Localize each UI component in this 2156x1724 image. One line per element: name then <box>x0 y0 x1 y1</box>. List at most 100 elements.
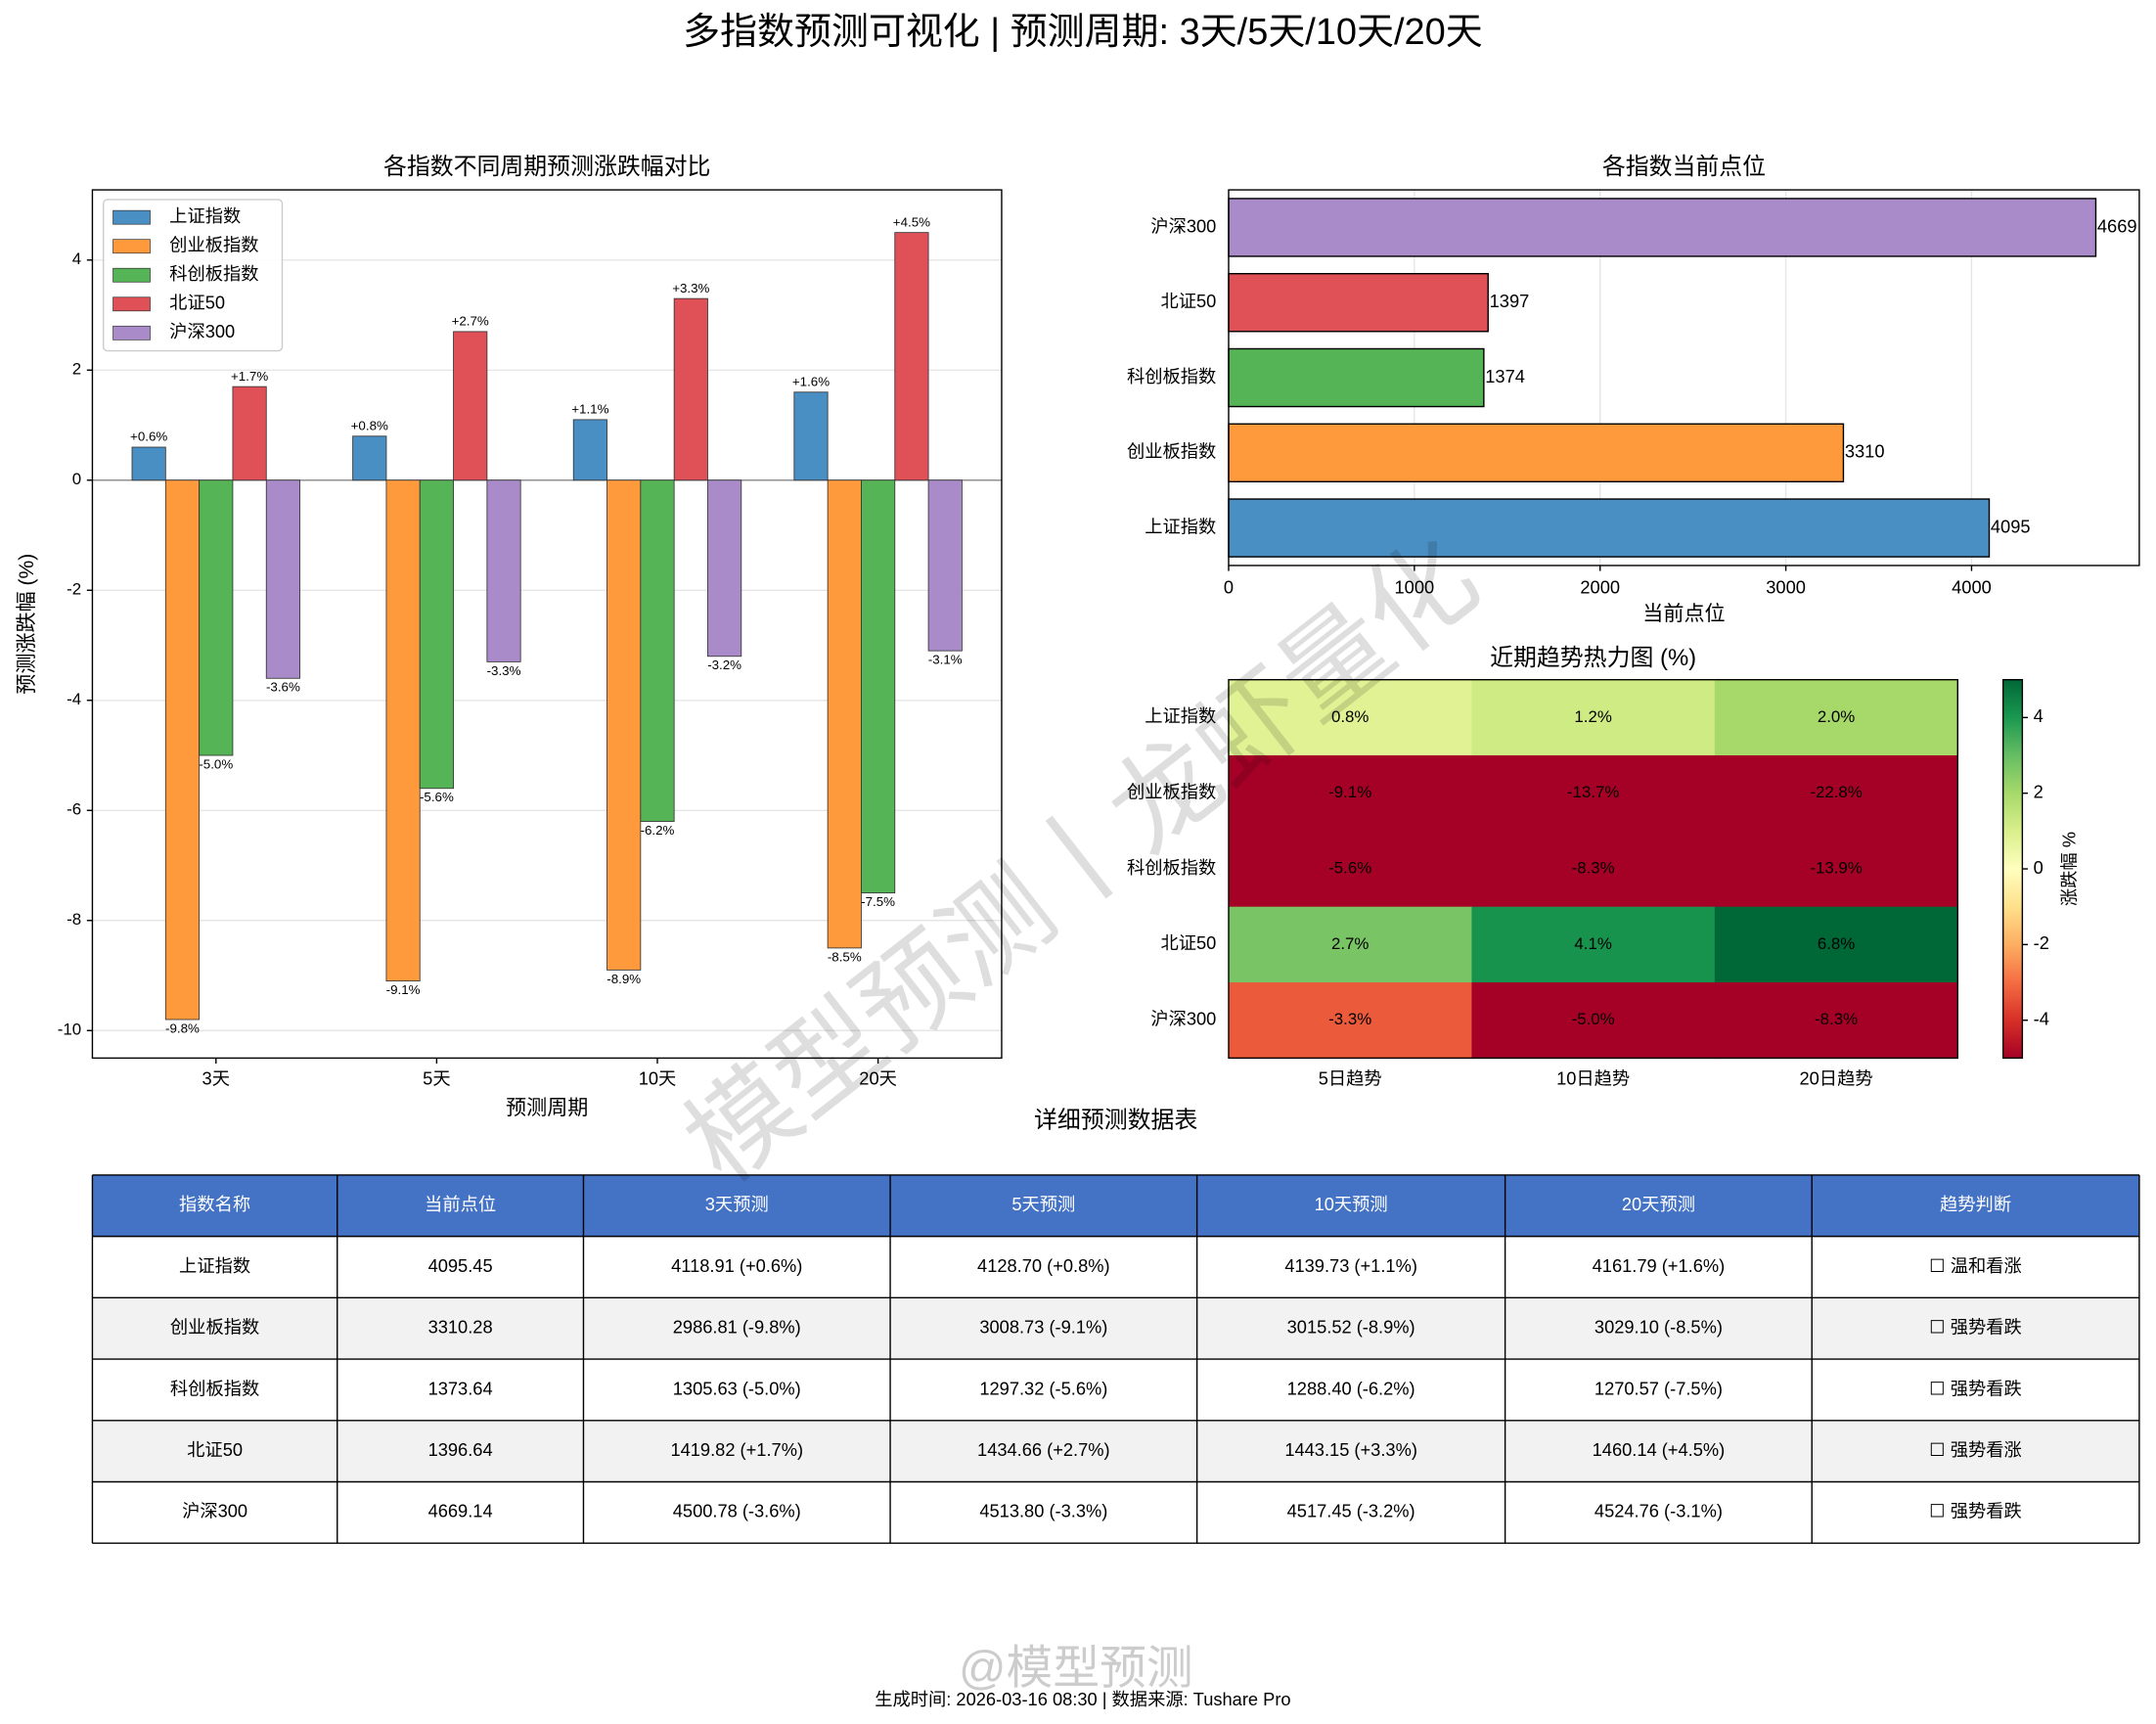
legend-label: 北证50 <box>169 293 225 313</box>
heat-cell <box>1228 982 1473 1060</box>
table-cell: 1270.57 (-7.5%) <box>1595 1378 1723 1398</box>
cell-label: 6.8% <box>1818 934 1855 953</box>
y-tick-label: -2 <box>67 580 81 599</box>
table-cell: 4118.91 (+0.6%) <box>671 1255 802 1276</box>
table-cell: 科创板指数 <box>170 1378 259 1398</box>
table-cell: 3015.52 (-8.9%) <box>1287 1317 1415 1338</box>
heat-cell <box>1714 831 1958 908</box>
data-label: -5.6% <box>420 790 454 804</box>
table-cell: ☐ 强势看涨 <box>1929 1439 2022 1460</box>
bar <box>927 479 963 652</box>
y-tick-label: 沪深300 <box>1150 215 1216 236</box>
legend-label: 创业板指数 <box>169 235 258 255</box>
table-row-bg <box>92 1359 2139 1421</box>
heat-cell <box>1228 906 1473 983</box>
bar <box>707 479 742 658</box>
data-label: 4669 <box>2097 215 2137 236</box>
axes-frame <box>91 189 1003 1060</box>
x-axis-label: 当前点位 <box>1642 602 1725 625</box>
heat-cell <box>1228 755 1473 833</box>
bar <box>793 391 829 481</box>
y-tick-label: -4 <box>67 690 81 708</box>
bar <box>640 479 675 822</box>
x-tick-label: 3000 <box>1766 577 1806 598</box>
cell-label: 1.2% <box>1574 707 1611 726</box>
data-label: -5.0% <box>199 756 233 771</box>
x-axis-label: 预测周期 <box>506 1096 588 1119</box>
table-cell: ☐ 强势看跌 <box>1929 1378 2022 1398</box>
y-tick-label: 北证50 <box>1160 291 1216 311</box>
bar <box>486 479 521 662</box>
data-label: 1374 <box>1485 366 1525 386</box>
legend-swatch <box>112 239 151 254</box>
y-tick-label: -10 <box>58 1021 81 1039</box>
y-tick-label: 科创板指数 <box>1127 857 1216 878</box>
table-cell: 1297.32 (-5.6%) <box>979 1378 1107 1398</box>
heat-cell <box>1471 679 1716 756</box>
data-label: +0.6% <box>130 430 167 444</box>
table-cell: 创业板指数 <box>170 1317 259 1338</box>
bar <box>352 435 387 481</box>
table-cell: 10天预测 <box>1315 1194 1388 1214</box>
x-tick-label: 20天 <box>859 1068 897 1089</box>
legend-label: 上证指数 <box>169 205 241 226</box>
x-tick-label: 4000 <box>1952 577 1992 598</box>
legend-swatch <box>112 325 151 340</box>
bar <box>827 479 862 949</box>
table-cell: 3310.28 <box>428 1317 493 1338</box>
data-label: 3310 <box>1845 441 1885 462</box>
table-cell: 1434.66 (+2.7%) <box>977 1439 1110 1460</box>
table-cell: 4500.78 (-3.6%) <box>673 1501 801 1521</box>
table-cell: 1373.64 <box>428 1378 493 1398</box>
table-cell: 当前点位 <box>425 1194 496 1214</box>
y-tick-label: 沪深300 <box>1150 1009 1216 1029</box>
heat-cell <box>1228 679 1473 756</box>
x-tick-label: 20日趋势 <box>1800 1068 1873 1089</box>
table-cell: ☐ 强势看跌 <box>1929 1317 2022 1338</box>
data-label: -6.2% <box>641 823 675 838</box>
table-cell: 1396.64 <box>428 1439 493 1460</box>
y-tick-label: 上证指数 <box>1145 516 1216 536</box>
cell-label: 2.0% <box>1818 707 1855 726</box>
table-cell: 1460.14 (+4.5%) <box>1593 1439 1726 1460</box>
heat-cell <box>1714 982 1958 1060</box>
table-cell: 4095.45 <box>428 1255 493 1276</box>
legend-swatch <box>112 267 151 283</box>
bar <box>673 297 708 481</box>
table-cell: 4669.14 <box>428 1501 493 1521</box>
bar <box>572 419 607 481</box>
colorbar-tick-label: -4 <box>2034 1009 2049 1029</box>
x-tick-label: 1000 <box>1395 577 1435 598</box>
table-title: 详细预测数据表 <box>1034 1107 1197 1133</box>
y-tick-label: 2 <box>72 360 81 379</box>
legend-label: 科创板指数 <box>169 263 258 284</box>
main-title: 多指数预测可视化 | 预测周期: 3天/5天/10天/20天 <box>683 12 1483 53</box>
heat-cell <box>1714 679 1958 756</box>
heat-cell <box>1471 755 1716 833</box>
y-tick-label: -8 <box>67 910 81 929</box>
y-tick-label: 北证50 <box>1160 932 1216 953</box>
table-cell: 4524.76 (-3.1%) <box>1595 1501 1723 1521</box>
data-label: +1.1% <box>571 402 608 417</box>
x-tick-label: 10日趋势 <box>1556 1068 1630 1089</box>
y-tick-label: -6 <box>67 800 81 819</box>
table-cell: 3天预测 <box>705 1194 769 1214</box>
y-tick-label: 4 <box>72 250 81 268</box>
chart-title: 近期趋势热力图 (%) <box>1490 645 1696 671</box>
legend-swatch <box>112 209 151 225</box>
watermark: @模型预测 <box>959 1643 1193 1695</box>
bar <box>164 479 201 1021</box>
table-cell: 4517.45 (-3.2%) <box>1287 1501 1415 1521</box>
heat-cell <box>1471 982 1716 1060</box>
cell-label: -9.1% <box>1328 783 1371 801</box>
table-cell: 1305.63 (-5.0%) <box>673 1378 801 1398</box>
table-cell: 3029.10 (-8.5%) <box>1595 1317 1723 1338</box>
cell-label: -5.0% <box>1572 1010 1615 1028</box>
table-cell: 4513.80 (-3.3%) <box>979 1501 1107 1521</box>
cell-label: 0.8% <box>1331 707 1369 726</box>
legend-swatch <box>112 296 151 312</box>
data-label: +1.6% <box>792 374 830 388</box>
heat-cell <box>1714 906 1958 983</box>
